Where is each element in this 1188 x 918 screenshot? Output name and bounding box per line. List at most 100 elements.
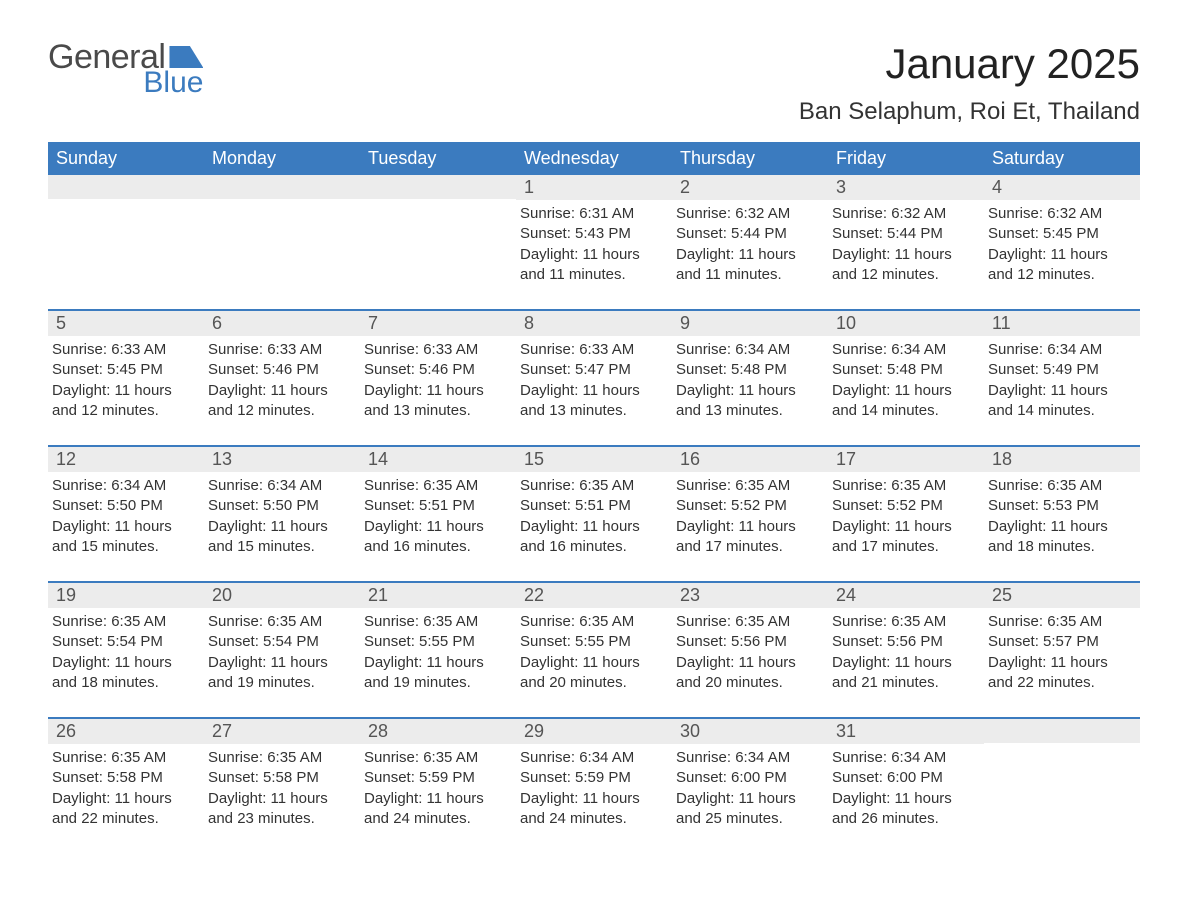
page-header: General Blue January 2025 Ban Selaphum, …	[48, 40, 1140, 126]
sunset-line: Sunset: 5:46 PM	[208, 360, 354, 380]
sunrise-line: Sunrise: 6:33 AM	[364, 340, 510, 360]
day-number: 11	[984, 311, 1140, 336]
sunrise-line: Sunrise: 6:32 AM	[988, 204, 1134, 224]
sunset-line: Sunset: 5:48 PM	[676, 360, 822, 380]
day-cell: 12 Sunrise: 6:34 AMSunset: 5:50 PMDayligh…	[48, 447, 204, 569]
sunrise-line: Sunrise: 6:34 AM	[208, 476, 354, 496]
day-content: Sunrise: 6:35 AMSunset: 5:52 PMDaylight:…	[672, 472, 828, 557]
day-number: 10	[828, 311, 984, 336]
day-number: 14	[360, 447, 516, 472]
day-content: Sunrise: 6:35 AMSunset: 5:52 PMDaylight:…	[828, 472, 984, 557]
day-header: Wednesday	[516, 142, 672, 175]
daylight-line: Daylight: 11 hours and 18 minutes.	[988, 517, 1134, 558]
day-content: Sunrise: 6:34 AMSunset: 5:48 PMDaylight:…	[828, 336, 984, 421]
day-number: 13	[204, 447, 360, 472]
day-cell: 11Sunrise: 6:34 AMSunset: 5:49 PMDayligh…	[984, 311, 1140, 433]
day-cell	[204, 175, 360, 297]
sunrise-line: Sunrise: 6:35 AM	[988, 476, 1134, 496]
sunset-line: Sunset: 5:58 PM	[52, 768, 198, 788]
sunset-line: Sunset: 5:50 PM	[52, 496, 198, 516]
day-number: 16	[672, 447, 828, 472]
day-cell: 30Sunrise: 6:34 AMSunset: 6:00 PMDayligh…	[672, 719, 828, 841]
daylight-line: Daylight: 11 hours and 14 minutes.	[988, 381, 1134, 422]
day-cell: 1Sunrise: 6:31 AMSunset: 5:43 PMDaylight…	[516, 175, 672, 297]
week-row: 26Sunrise: 6:35 AMSunset: 5:58 PMDayligh…	[48, 717, 1140, 841]
day-number: 12	[48, 447, 204, 472]
day-header: Saturday	[984, 142, 1140, 175]
day-content: Sunrise: 6:32 AMSunset: 5:44 PMDaylight:…	[828, 200, 984, 285]
day-number	[48, 175, 204, 199]
daylight-line: Daylight: 11 hours and 12 minutes.	[208, 381, 354, 422]
daylight-line: Daylight: 11 hours and 12 minutes.	[52, 381, 198, 422]
daylight-line: Daylight: 11 hours and 19 minutes.	[364, 653, 510, 694]
day-content: Sunrise: 6:35 AMSunset: 5:55 PMDaylight:…	[360, 608, 516, 693]
daylight-line: Daylight: 11 hours and 17 minutes.	[676, 517, 822, 558]
day-cell: 18Sunrise: 6:35 AMSunset: 5:53 PMDayligh…	[984, 447, 1140, 569]
day-cell: 21Sunrise: 6:35 AMSunset: 5:55 PMDayligh…	[360, 583, 516, 705]
day-number: 23	[672, 583, 828, 608]
daylight-line: Daylight: 11 hours and 19 minutes.	[208, 653, 354, 694]
sunrise-line: Sunrise: 6:32 AM	[676, 204, 822, 224]
week-row: 19Sunrise: 6:35 AMSunset: 5:54 PMDayligh…	[48, 581, 1140, 705]
day-number: 30	[672, 719, 828, 744]
sunrise-line: Sunrise: 6:34 AM	[52, 476, 198, 496]
daylight-line: Daylight: 11 hours and 12 minutes.	[832, 245, 978, 286]
daylight-line: Daylight: 11 hours and 25 minutes.	[676, 789, 822, 830]
day-content: Sunrise: 6:34 AMSunset: 5:48 PMDaylight:…	[672, 336, 828, 421]
day-cell: 14Sunrise: 6:35 AMSunset: 5:51 PMDayligh…	[360, 447, 516, 569]
daylight-line: Daylight: 11 hours and 18 minutes.	[52, 653, 198, 694]
sunset-line: Sunset: 5:56 PM	[832, 632, 978, 652]
daylight-line: Daylight: 11 hours and 23 minutes.	[208, 789, 354, 830]
daylight-line: Daylight: 11 hours and 22 minutes.	[52, 789, 198, 830]
day-number: 22	[516, 583, 672, 608]
daylight-line: Daylight: 11 hours and 15 minutes.	[52, 517, 198, 558]
sunrise-line: Sunrise: 6:35 AM	[832, 476, 978, 496]
daylight-line: Daylight: 11 hours and 22 minutes.	[988, 653, 1134, 694]
sunset-line: Sunset: 5:55 PM	[364, 632, 510, 652]
day-number: 9	[672, 311, 828, 336]
day-cell	[360, 175, 516, 297]
day-cell: 31Sunrise: 6:34 AMSunset: 6:00 PMDayligh…	[828, 719, 984, 841]
sunset-line: Sunset: 5:50 PM	[208, 496, 354, 516]
day-content: Sunrise: 6:35 AMSunset: 5:55 PMDaylight:…	[516, 608, 672, 693]
day-number: 2	[672, 175, 828, 200]
daylight-line: Daylight: 11 hours and 24 minutes.	[364, 789, 510, 830]
day-content: Sunrise: 6:34 AMSunset: 6:00 PMDaylight:…	[672, 744, 828, 829]
day-cell: 4Sunrise: 6:32 AMSunset: 5:45 PMDaylight…	[984, 175, 1140, 297]
daylight-line: Daylight: 11 hours and 13 minutes.	[364, 381, 510, 422]
day-cell: 28Sunrise: 6:35 AMSunset: 5:59 PMDayligh…	[360, 719, 516, 841]
sunrise-line: Sunrise: 6:34 AM	[988, 340, 1134, 360]
day-number: 20	[204, 583, 360, 608]
day-number: 17	[828, 447, 984, 472]
day-cell: 5Sunrise: 6:33 AMSunset: 5:45 PMDaylight…	[48, 311, 204, 433]
sunset-line: Sunset: 5:51 PM	[520, 496, 666, 516]
day-cell: 26Sunrise: 6:35 AMSunset: 5:58 PMDayligh…	[48, 719, 204, 841]
sunrise-line: Sunrise: 6:32 AM	[832, 204, 978, 224]
day-content: Sunrise: 6:35 AMSunset: 5:57 PMDaylight:…	[984, 608, 1140, 693]
sunset-line: Sunset: 5:45 PM	[988, 224, 1134, 244]
day-number: 18	[984, 447, 1140, 472]
title-block: January 2025 Ban Selaphum, Roi Et, Thail…	[799, 40, 1140, 126]
logo: General Blue	[48, 40, 203, 98]
day-number: 1	[516, 175, 672, 200]
sunrise-line: Sunrise: 6:35 AM	[364, 476, 510, 496]
sunset-line: Sunset: 5:56 PM	[676, 632, 822, 652]
daylight-line: Daylight: 11 hours and 13 minutes.	[676, 381, 822, 422]
daylight-line: Daylight: 11 hours and 26 minutes.	[832, 789, 978, 830]
sunrise-line: Sunrise: 6:34 AM	[676, 748, 822, 768]
day-cell: 6Sunrise: 6:33 AMSunset: 5:46 PMDaylight…	[204, 311, 360, 433]
sunrise-line: Sunrise: 6:35 AM	[832, 612, 978, 632]
day-number: 6	[204, 311, 360, 336]
logo-flag-icon	[169, 46, 203, 68]
sunrise-line: Sunrise: 6:35 AM	[676, 476, 822, 496]
sunrise-line: Sunrise: 6:35 AM	[364, 612, 510, 632]
day-number: 5	[48, 311, 204, 336]
day-content: Sunrise: 6:34 AMSunset: 5:50 PMDaylight:…	[204, 472, 360, 557]
sunset-line: Sunset: 5:44 PM	[832, 224, 978, 244]
day-number	[984, 719, 1140, 743]
day-number: 7	[360, 311, 516, 336]
day-cell	[984, 719, 1140, 841]
sunset-line: Sunset: 5:48 PM	[832, 360, 978, 380]
daylight-line: Daylight: 11 hours and 14 minutes.	[832, 381, 978, 422]
day-content: Sunrise: 6:32 AMSunset: 5:45 PMDaylight:…	[984, 200, 1140, 285]
